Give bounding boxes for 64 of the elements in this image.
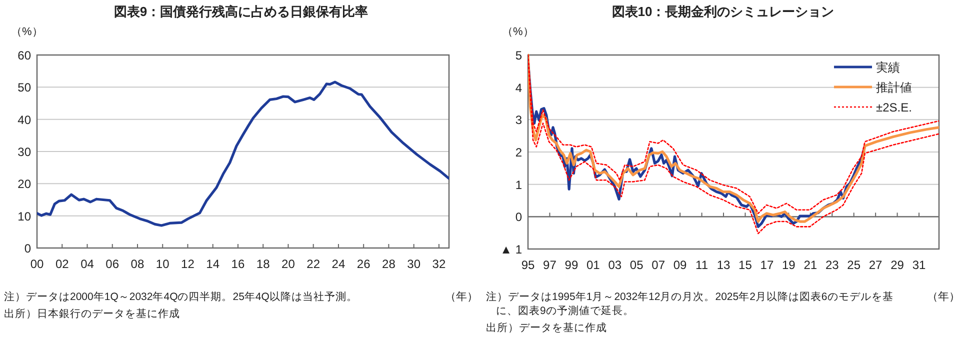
- x-tick-label: 18: [256, 257, 270, 271]
- chart-title: 図表10：長期金利のシミュレーション: [612, 4, 834, 19]
- x-tick-label: 19: [782, 258, 796, 272]
- text: 出所）データを基に作成: [486, 321, 607, 334]
- legend-label: 実績: [876, 60, 900, 74]
- x-tick-label: 13: [716, 258, 730, 272]
- text: 出所）日本銀行のデータを基に作成: [4, 307, 180, 320]
- y-tick-label: 10: [18, 209, 32, 224]
- x-tick-label: 95: [521, 258, 535, 272]
- x-tick-label: 00: [30, 257, 44, 271]
- y-tick-label: 5: [515, 48, 522, 62]
- x-tick-label: 07: [652, 258, 666, 272]
- x-tick-label: 97: [543, 258, 557, 272]
- x-tick-label: 25: [847, 258, 861, 272]
- x-tick-label: 27: [868, 258, 883, 272]
- y-tick-label: 3: [515, 113, 522, 128]
- x-tick-label: 05: [630, 258, 644, 272]
- y-tick-label: 0: [515, 210, 522, 224]
- x-tick-label: 08: [130, 257, 144, 271]
- x-tick-label: 06: [106, 257, 120, 271]
- x-tick-label: 31: [912, 258, 926, 272]
- x-tick-label: 01: [586, 258, 600, 272]
- y-axis-title: （%）: [502, 26, 534, 38]
- x-tick-label: 10: [156, 257, 170, 271]
- x-tick-label: 09: [673, 258, 688, 272]
- y-tick-label: 50: [18, 80, 32, 95]
- y-tick-label: 4: [515, 80, 522, 95]
- x-tick-label: 17: [760, 258, 774, 272]
- x-tick-label: 21: [804, 258, 818, 272]
- x-tick-label: 16: [231, 257, 245, 271]
- y-tick-label: 40: [18, 112, 32, 127]
- y-axis-title: （%）: [11, 26, 43, 38]
- legend-label: ±2S.E.: [876, 100, 912, 114]
- x-tick-label: 28: [382, 257, 396, 271]
- x-tick-label: 30: [407, 257, 421, 271]
- y-tick-label: 60: [18, 48, 32, 62]
- x-tick-label: 20: [282, 257, 296, 271]
- x-tick-label: 23: [825, 258, 840, 272]
- x-tick-label: 24: [332, 257, 346, 271]
- legend-label: 推計値: [876, 80, 912, 94]
- x-tick-label: 04: [80, 257, 94, 271]
- chart-title: 図表9：国債発行残高に占める日銀保有比率: [114, 4, 368, 19]
- y-tick-label: 1: [515, 178, 522, 192]
- y-tick-label: 0: [24, 242, 32, 256]
- x-tick-label: 11: [696, 258, 708, 272]
- x-axis-title: （年）: [445, 291, 478, 303]
- x-tick-label: 32: [432, 257, 446, 271]
- x-tick-label: 03: [608, 258, 622, 272]
- text: 注）データは2000年1Q～2032年4Qの四半期。25年4Q以降は当社予測。: [4, 290, 358, 303]
- x-axis-title: （年）: [927, 291, 960, 303]
- x-tick-label: 02: [55, 257, 70, 271]
- y-tick-label: 20: [18, 177, 32, 192]
- x-tick-label: 26: [356, 257, 371, 271]
- x-tick-label: 99: [564, 258, 578, 272]
- x-tick-label: 22: [306, 257, 320, 271]
- text: 注）データは1995年1月～2032年12月の月次。2025年2月以降は図表6のモデルを基に、図表9の予測値で延長。: [486, 290, 894, 317]
- x-tick-label: 12: [181, 257, 195, 271]
- x-tick-label: 29: [890, 258, 904, 272]
- line-series: [37, 80, 449, 227]
- x-tick-label: 14: [206, 257, 220, 271]
- x-tick-label: 15: [738, 258, 752, 272]
- y-tick-label: 2: [515, 146, 522, 160]
- y-tick-label: ▲ 1: [500, 242, 522, 256]
- y-tick-label: 30: [18, 145, 32, 159]
